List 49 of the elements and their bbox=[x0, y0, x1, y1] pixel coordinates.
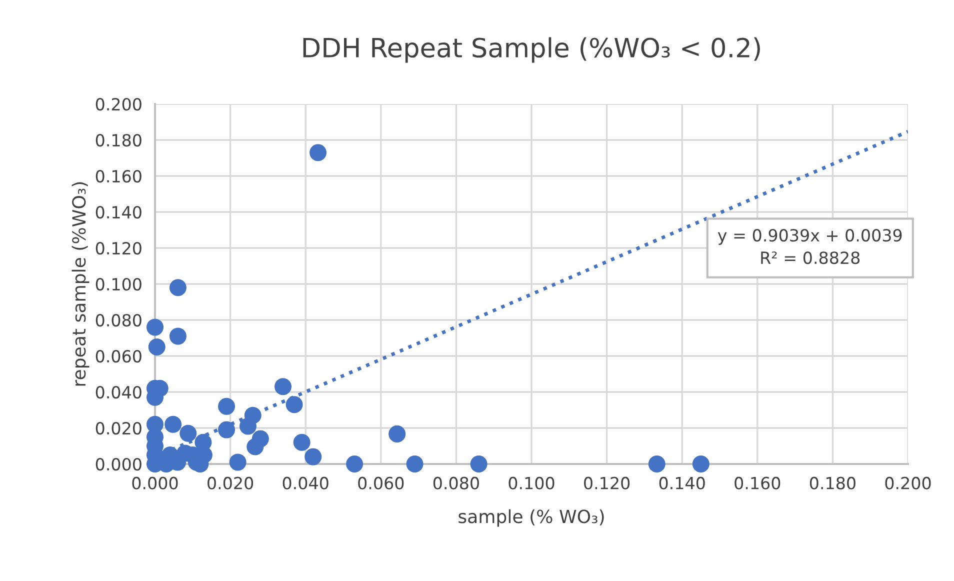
y-tick-label: 0.060 bbox=[96, 350, 142, 363]
point bbox=[146, 318, 164, 336]
point bbox=[692, 455, 710, 473]
x-tick-label: 0.120 bbox=[584, 476, 630, 490]
x-tick-label: 0.200 bbox=[885, 476, 931, 490]
x-tick-label: 0.080 bbox=[433, 476, 479, 490]
point bbox=[304, 448, 322, 466]
chart-title: DDH Repeat Sample (%WO₃ < 0.2) bbox=[303, 37, 760, 63]
x-axis-title: sample (% WO₃) bbox=[458, 509, 604, 527]
y-tick-label: 0.120 bbox=[96, 242, 142, 255]
y-tick-label: 0.200 bbox=[96, 98, 142, 111]
point bbox=[218, 421, 236, 438]
x-tick-label: 0.100 bbox=[508, 476, 554, 490]
point bbox=[246, 438, 264, 456]
point bbox=[274, 378, 292, 396]
y-tick-label: 0.100 bbox=[96, 278, 142, 291]
y-tick-label: 0.000 bbox=[96, 458, 142, 471]
point bbox=[293, 434, 310, 451]
point bbox=[286, 396, 303, 414]
point bbox=[648, 455, 666, 473]
x-tick-label: 0.180 bbox=[810, 476, 856, 490]
point bbox=[229, 454, 246, 471]
y-axis-title: repeat sample (%WO₃) bbox=[72, 182, 90, 386]
x-tick-label: 0.020 bbox=[208, 476, 254, 490]
point bbox=[406, 455, 424, 473]
x-tick-label: 0.140 bbox=[659, 476, 705, 490]
x-tick-label: 0.160 bbox=[734, 476, 780, 490]
x-tick-label: 0.060 bbox=[358, 476, 404, 490]
point bbox=[310, 144, 327, 162]
point bbox=[346, 455, 364, 473]
point bbox=[148, 338, 166, 356]
annotation: R² = 0.8828 bbox=[761, 251, 860, 264]
y-tick-label: 0.160 bbox=[96, 170, 142, 183]
y-tick-label: 0.040 bbox=[96, 386, 142, 399]
y-tick-label: 0.020 bbox=[96, 422, 142, 435]
point bbox=[388, 425, 406, 442]
point bbox=[169, 279, 186, 296]
point bbox=[470, 455, 488, 473]
x-tick-label: 0.040 bbox=[282, 476, 328, 490]
point bbox=[164, 416, 182, 433]
annotation: y = 0.9039x + 0.0039 bbox=[718, 229, 902, 245]
point bbox=[180, 424, 197, 442]
y-tick-label: 0.080 bbox=[96, 314, 142, 327]
y-tick-label: 0.140 bbox=[96, 206, 142, 219]
y-tick-label: 0.180 bbox=[96, 134, 142, 147]
x-tick-label: 0.000 bbox=[132, 476, 178, 490]
point bbox=[239, 418, 256, 435]
point bbox=[218, 398, 236, 415]
point bbox=[169, 328, 186, 345]
